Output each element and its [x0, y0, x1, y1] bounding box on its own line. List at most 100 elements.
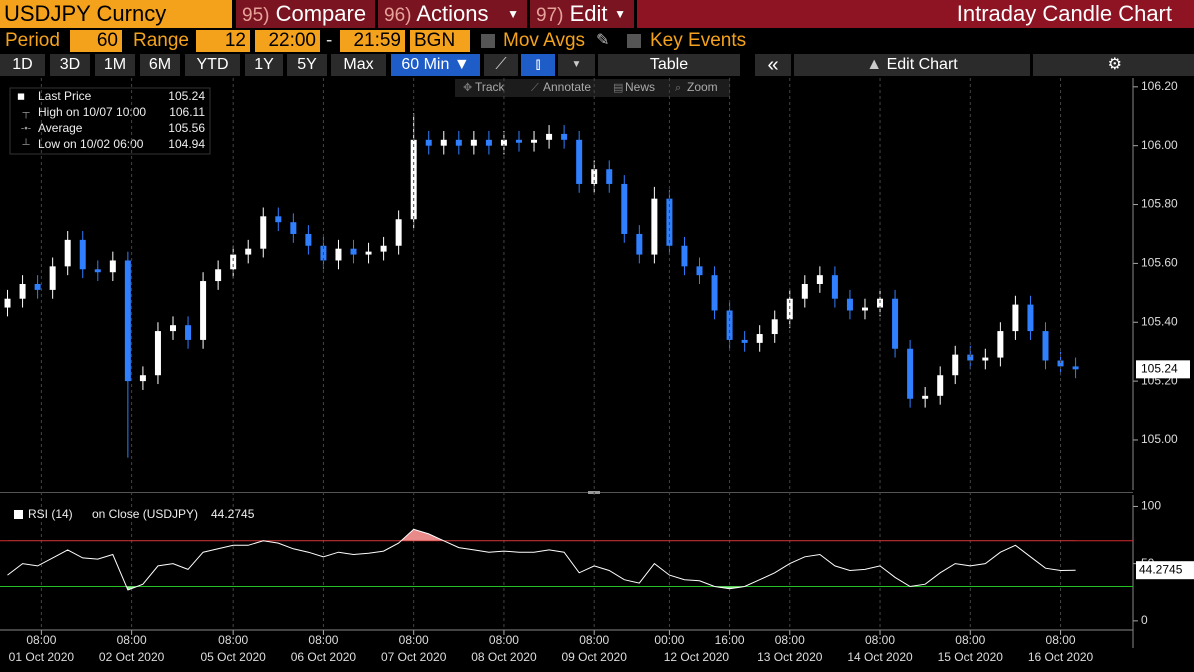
candle-body: [937, 375, 944, 396]
tool-icon: ⟋: [531, 82, 539, 94]
y-tick-label: 105.40: [1141, 314, 1178, 328]
legend-value: 105.24: [168, 89, 205, 103]
range-field[interactable]: 12: [196, 30, 250, 52]
candle-body: [982, 357, 989, 361]
security[interactable]: USDJPY Curncy: [0, 0, 232, 28]
candle-body: [1057, 360, 1064, 367]
candle-body: [200, 281, 207, 340]
candle-body: [335, 248, 342, 261]
candle-body: [4, 298, 11, 308]
tool-label: Zoom: [687, 80, 718, 94]
button-label: Edit: [569, 1, 608, 26]
tool-label: Track: [475, 80, 506, 94]
pencil-icon[interactable]: ✎: [596, 32, 610, 49]
x-tick-label: 08:00: [218, 633, 248, 647]
candle-body: [771, 319, 778, 335]
legend-value: 106.11: [169, 105, 205, 119]
range-button[interactable]: 1D: [0, 54, 45, 76]
x-tick-label: 08:00: [955, 633, 985, 647]
legend-label: High on 10/07 10:00: [38, 105, 146, 119]
line-icon[interactable]: ⟋: [484, 54, 518, 76]
candle-body: [696, 266, 703, 276]
x-tick-label: 08:00: [1046, 633, 1076, 647]
button-number: 96): [384, 5, 412, 26]
dash: -: [326, 30, 333, 51]
candle-body: [606, 169, 613, 184]
tool-icon: ✥: [463, 82, 472, 94]
range-button[interactable]: Max: [331, 54, 386, 76]
x-date-label: 12 Oct 2020: [664, 650, 730, 664]
dropdown-arrow: ▼: [507, 7, 519, 21]
x-date-label: 02 Oct 2020: [99, 650, 165, 664]
y-tick-label: 100: [1141, 499, 1161, 513]
range-button[interactable]: 1M: [95, 54, 135, 76]
candle-body: [290, 222, 297, 234]
y-tick-label: 105.80: [1141, 197, 1178, 211]
dropdown-arrow[interactable]: ▼: [558, 54, 595, 76]
range-button[interactable]: 6M: [140, 54, 180, 76]
rsi-last-box: [1136, 561, 1194, 580]
key-events-label: Key Events: [650, 30, 747, 51]
x-date-label: 05 Oct 2020: [200, 650, 266, 664]
button-label: Compare: [275, 1, 367, 26]
mov-avgs-label: Mov Avgs: [503, 30, 586, 51]
candle-body: [892, 298, 899, 349]
settings-icon[interactable]: ⚙: [1033, 54, 1194, 76]
x-tick-label: 08:00: [579, 633, 609, 647]
candle-body: [907, 348, 914, 399]
legend-marker: ┬: [21, 108, 30, 119]
table-button[interactable]: Table: [598, 54, 740, 76]
candle-body: [651, 198, 658, 255]
bgn-field[interactable]: BGN: [410, 30, 470, 52]
candle-body: [801, 284, 808, 299]
candle-body: [410, 139, 417, 220]
actions-button[interactable]: 96) Actions ▼: [378, 0, 527, 28]
candle-body: [245, 248, 252, 255]
interval-button[interactable]: 60 Min ▼: [391, 54, 480, 76]
oversold-area: [126, 586, 745, 590]
last-price-box: [1136, 360, 1190, 379]
x-date-label: 06 Oct 2020: [291, 650, 357, 664]
range-button[interactable]: YTD: [185, 54, 240, 76]
legend-marker: [14, 510, 23, 519]
checkbox[interactable]: [627, 34, 641, 48]
edit-button[interactable]: 97) Edit ▼: [530, 0, 634, 28]
period-field[interactable]: 60: [70, 30, 122, 52]
candle-body: [711, 275, 718, 311]
checkbox[interactable]: [481, 34, 495, 48]
x-tick-label: 16:00: [715, 633, 745, 647]
candle-body: [1012, 304, 1019, 332]
end-field[interactable]: 21:59: [340, 30, 405, 52]
candle-body: [997, 331, 1004, 358]
range-button[interactable]: 5Y: [287, 54, 327, 76]
edit-chart-button[interactable]: ▲ Edit Chart: [794, 54, 1030, 76]
candle-icon[interactable]: ⫾: [521, 54, 555, 76]
candle-body: [636, 233, 643, 255]
button-number: 95): [242, 5, 270, 26]
tool-icon: ▤: [613, 82, 623, 94]
range-button[interactable]: 1Y: [245, 54, 283, 76]
chart: ✥ Track ⟋ Annotate ▤ News ⌕ Zoom 106.20 106.00 105…: [0, 78, 1194, 664]
candle-body: [500, 139, 507, 146]
candle-body: [350, 248, 357, 255]
candle-body: [380, 245, 387, 252]
candle-body: [546, 133, 553, 140]
compare-button[interactable]: 95) Compare: [236, 0, 375, 28]
start-field[interactable]: 22:00: [255, 30, 320, 52]
legend-label: Average: [38, 121, 83, 135]
candle-body: [395, 219, 402, 246]
candle-body: [922, 395, 929, 399]
candle-body: [275, 216, 282, 223]
tool-label: Annotate: [543, 80, 591, 94]
button-number: 97): [536, 5, 564, 26]
last-price-label: 105.24: [1141, 362, 1178, 376]
y-tick-label: 105.60: [1141, 256, 1178, 270]
legend-value: 105.56: [168, 121, 205, 135]
candle-body: [79, 239, 86, 270]
candle-body: [154, 331, 161, 376]
candle-body: [531, 139, 538, 143]
range-button[interactable]: 3D: [50, 54, 90, 76]
collapse-button[interactable]: «: [755, 54, 791, 76]
candle-body: [1072, 366, 1079, 370]
candle-body: [576, 139, 583, 184]
